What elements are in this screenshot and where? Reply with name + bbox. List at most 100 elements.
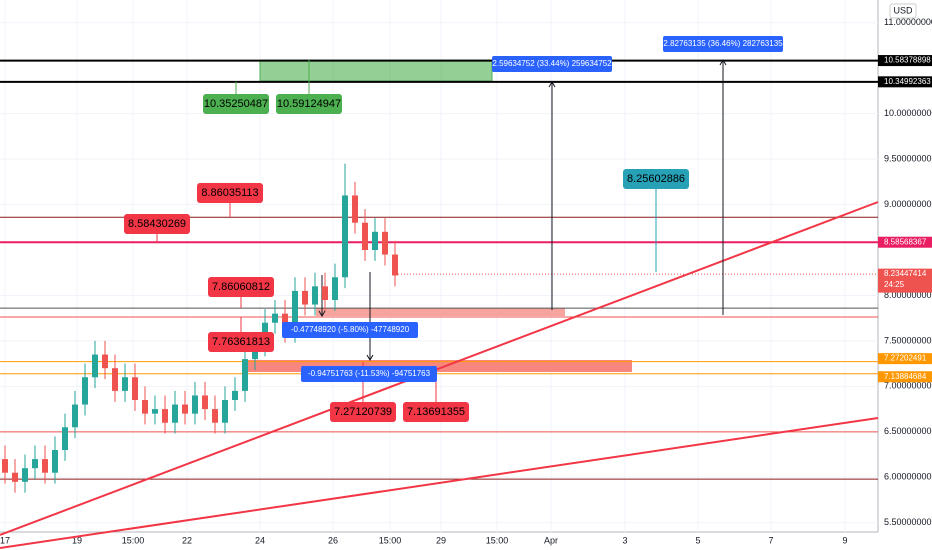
y-tick-label: 6.00000000: [884, 472, 932, 482]
candle-body: [322, 286, 328, 300]
candle-body: [202, 395, 208, 410]
candle-body: [382, 231, 388, 255]
annotation-label: 7.13691355: [407, 406, 465, 418]
currency-box: [889, 3, 917, 19]
x-tick-label: Apr: [544, 535, 558, 545]
price-tag: [878, 55, 932, 67]
measure-label: 2.59634752 (33.44%) 259634752: [492, 59, 612, 68]
candle-body: [312, 286, 318, 305]
annotation-label: 8.58430269: [128, 218, 186, 230]
candle-body: [272, 313, 278, 323]
measure-label: -0.47748920 (-5.80%) -47748920: [291, 325, 410, 334]
annotation-label: 7.27120739: [334, 406, 392, 418]
candle-body: [112, 368, 118, 391]
y-tick-label: 6.50000000: [884, 426, 932, 436]
candle-body: [182, 404, 188, 414]
y-tick-label: 5.50000000: [884, 517, 932, 527]
arrow-head: [719, 59, 727, 66]
candle-body: [82, 377, 88, 405]
y-tick-label: 7.50000000: [884, 335, 932, 345]
candle-body: [192, 395, 198, 414]
measure-label: 2.82763135 (36.46%) 282763135: [663, 39, 783, 48]
annotation-box: [203, 94, 269, 114]
measure-box: [301, 366, 437, 382]
y-tick-label: 11.00000000: [884, 17, 932, 27]
candle-body: [142, 400, 148, 414]
x-tick-label: 9: [842, 535, 847, 545]
price-tag: [878, 236, 932, 248]
annotation-box: [330, 402, 396, 422]
x-tick-label: 19: [72, 535, 82, 545]
y-tick-label: 7.00000000: [884, 381, 932, 391]
candle-body: [252, 345, 258, 360]
candle-body: [302, 290, 308, 305]
annotation-box: [124, 214, 190, 234]
candle-body: [52, 450, 58, 473]
annotation-label: 10.59124947: [277, 98, 341, 110]
candle-body: [242, 359, 248, 391]
price-tag-label: 7.27202491: [884, 354, 927, 363]
x-tick-label: 15:00: [122, 535, 145, 545]
measure-box: [663, 36, 783, 52]
annotation-label: 7.76361813: [212, 336, 270, 348]
candle-body: [152, 409, 158, 414]
candle-body: [2, 459, 8, 473]
measure-box: [492, 56, 612, 72]
annotation-label: 8.86035113: [201, 187, 258, 199]
annotation-label: 8.25602886: [627, 173, 685, 185]
annotation-label: 10.35250487: [204, 98, 268, 110]
annotation-box: [197, 183, 263, 203]
y-tick-label: 9.50000000: [884, 153, 932, 163]
annotation-box: [276, 94, 342, 114]
candle-body: [372, 231, 378, 250]
candle-body: [332, 277, 338, 300]
annotation-box: [208, 332, 274, 352]
annotation-box: [403, 402, 469, 422]
candle-body: [342, 195, 348, 278]
price-tag: [878, 353, 932, 365]
x-tick-label: 24: [255, 535, 265, 545]
x-tick-label: 22: [182, 535, 192, 545]
x-tick-label: 3: [622, 535, 627, 545]
arrow-head: [366, 354, 374, 361]
annotation-box: [208, 277, 274, 297]
arrow-head: [548, 81, 556, 88]
x-tick-label: 29: [436, 535, 446, 545]
price-tag: [878, 268, 932, 293]
candle-body: [32, 459, 38, 469]
candle-body: [62, 427, 68, 450]
trend-line: [0, 417, 879, 549]
price-tag-label: 10.58378898: [884, 56, 931, 65]
annotation-box: [623, 169, 689, 189]
candle-body: [352, 195, 358, 223]
currency: USD: [893, 5, 913, 15]
candle-body: [392, 254, 398, 276]
x-tick-label: 17: [0, 535, 10, 545]
candle-body: [42, 459, 48, 473]
y-tick-label: 9.00000000: [884, 199, 932, 209]
candle-body: [172, 404, 178, 423]
price-tag: [878, 371, 932, 383]
candle-body: [12, 472, 18, 482]
trend-line: [0, 201, 879, 536]
price-tag-label: 10.34992363: [884, 77, 931, 86]
candle-body: [232, 390, 238, 400]
x-tick-label: 7: [768, 535, 773, 545]
candle-body: [92, 354, 98, 378]
x-tick-label: 15:00: [486, 535, 509, 545]
y-tick-label: 10.00000000: [884, 108, 932, 118]
candle-body: [212, 409, 218, 423]
price-tag-label: 7.13884684: [884, 372, 927, 381]
x-tick-label: 5: [695, 535, 700, 545]
candle-body: [292, 290, 298, 332]
candle-body: [122, 377, 128, 391]
measure-box: [282, 322, 418, 338]
candle-body: [162, 409, 168, 423]
candle-body: [222, 400, 228, 423]
price-tag: [878, 76, 932, 88]
price-tag-label: 8.58568367: [884, 237, 927, 246]
price-tag-label: 8.23447414: [884, 269, 927, 278]
candle-body: [102, 354, 108, 369]
